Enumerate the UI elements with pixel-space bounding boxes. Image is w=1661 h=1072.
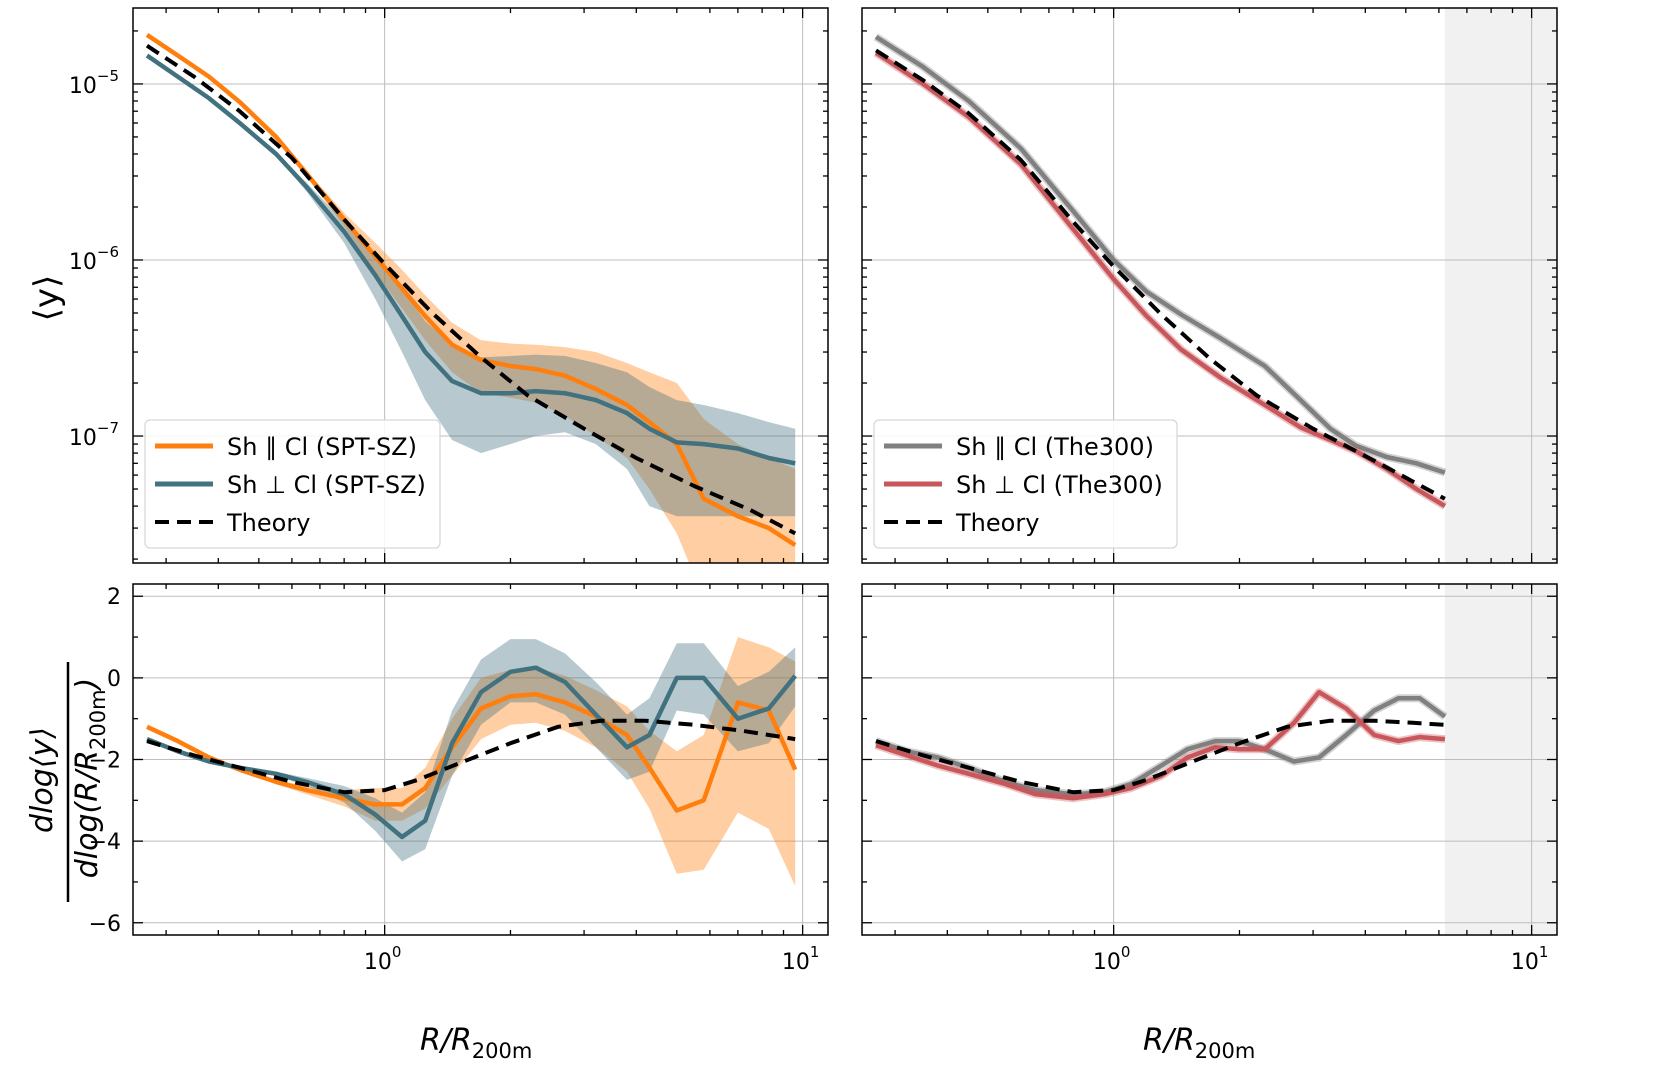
y-tick-label: 0 [107,667,121,692]
y-tick-label: −2 [89,749,121,774]
x-tick-label-exp: 1 [1539,943,1549,961]
panel-top-left: 10−510−610−7Sh ∥ Cl (SPT-SZ)Sh ⊥ Cl (SPT… [69,7,829,564]
x-tick-label-exp: 1 [810,943,820,961]
series-halo-0 [873,33,1447,477]
x-tick-label: 100 [1093,943,1131,975]
x-tick-label: 101 [1511,943,1549,975]
x-axis-label-right-text: R/R [1143,1023,1195,1058]
y-tick-label: −4 [89,830,121,855]
bottom-y-axis-label-numerator: dlog⟨y⟩ [25,727,60,833]
series-line-0 [146,691,798,813]
legend-entry-label: Theory [226,509,310,537]
legend-entry-label: Theory [955,509,1039,537]
axes-frame [861,7,1558,564]
series-line-0 [874,35,1446,475]
series-line-0 [145,33,797,547]
theory-line [145,44,797,536]
x-tick-label-base: 10 [1511,950,1539,975]
bottom-ylabel-den-close: ) [70,678,105,692]
y-tick-label-exp: −5 [97,67,119,85]
plot-area [146,637,798,886]
x-tick-label-base: 10 [364,950,392,975]
x-tick-label-exp: 0 [1121,943,1131,961]
theory-line [874,48,1446,501]
theory-line [875,718,1446,795]
y-tick-label-base: 10 [69,74,97,99]
legend-box [873,419,1178,549]
x-tick-label: 101 [782,943,820,975]
y-tick-label: 10−6 [69,243,119,275]
shaded-region [1444,8,1557,563]
legend-entry-label: Sh ∥ Cl (The300) [956,433,1154,461]
series-line-1 [875,689,1446,801]
x-axis-label-left-text: R/R [420,1023,472,1058]
top-y-axis-label: ⟨y⟩ [27,275,67,322]
bottom-ylabel-den-sub: 200m [86,689,110,750]
y-tick-label: 10−7 [69,419,119,451]
y-tick-label-base: 10 [69,250,97,275]
x-tick-label-base: 10 [782,950,810,975]
series-line-0 [875,696,1447,797]
x-tick-label-exp: 0 [392,943,402,961]
y-tick-label: 10−5 [69,67,119,99]
y-tick-label: −6 [89,912,121,937]
x-tick-label: 100 [364,943,402,975]
plot-area [145,33,797,563]
panel-bottom-right: 100 101 [861,583,1558,975]
bottom-y-axis-label: dlog⟨y⟩ dlog(R/R200m) [25,662,110,902]
legend-entry-label: Sh ⊥ Cl (The300) [956,471,1163,499]
bottom-ylabel-den-text: dlog(R/R [70,750,105,878]
error-band-1 [147,55,796,517]
x-axis-label-right: R/R200m [1143,1023,1255,1063]
x-axis-label-left: R/R200m [420,1023,532,1063]
bottom-ylabel-num-text: dlog⟨y⟩ [25,727,60,833]
series-line-1 [145,53,796,466]
error-band-0 [147,34,796,563]
error-band-1 [147,639,796,862]
legend-entry-label: Sh ⊥ Cl (SPT-SZ) [227,471,426,499]
theory-line [146,718,796,795]
y-tick-label-exp: −6 [97,243,119,261]
legend-entry-label: Sh ∥ Cl (SPT-SZ) [227,433,417,461]
plot-area [874,688,1448,803]
x-tick-label-base: 10 [1093,950,1121,975]
bottom-y-axis-label-denominator: dlog(R/R200m) [70,678,110,879]
error-band-0 [147,637,796,886]
y-tick-label-base: 10 [69,426,97,451]
y-tick-label: 2 [107,585,121,610]
x-axis-label-left-sub: 200m [472,1039,533,1063]
axes-frame [132,7,829,564]
series-line-1 [146,665,797,840]
series-halo-1 [874,688,1446,803]
legend-box [144,419,441,549]
plot-area [873,33,1447,510]
x-axis-label-right-sub: 200m [1195,1039,1256,1063]
panel-top-right: Sh ∥ Cl (The300) Sh ⊥ Cl (The300) Theory [861,7,1558,564]
y-tick-label-exp: −7 [97,419,119,437]
